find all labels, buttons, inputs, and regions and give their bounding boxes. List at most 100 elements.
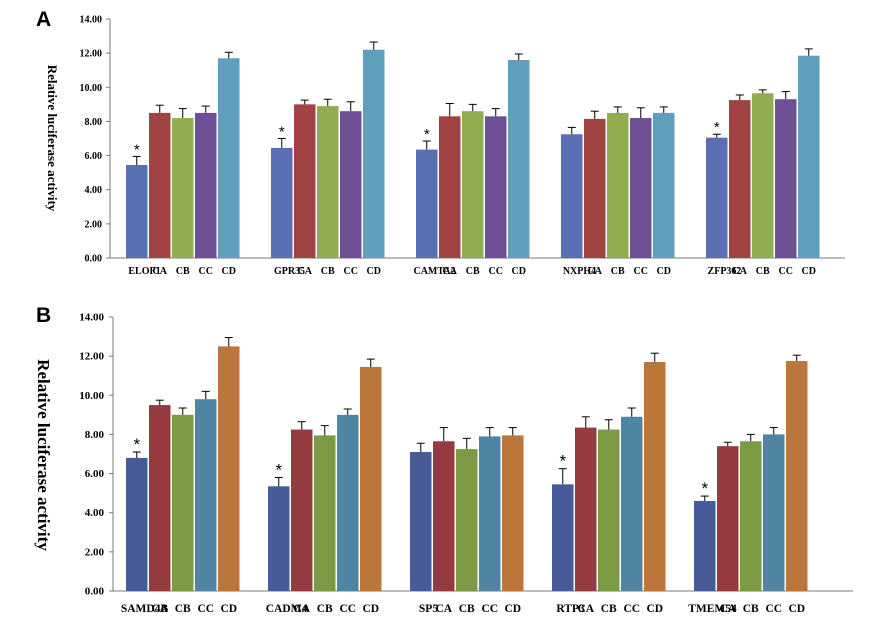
- bar: [271, 147, 293, 258]
- x-category-label: CB: [743, 603, 759, 615]
- bar: [575, 427, 597, 591]
- bar: [598, 429, 620, 591]
- panel-letter-a: A: [36, 8, 51, 31]
- bar: [607, 112, 629, 259]
- x-category-label: CD: [362, 603, 379, 615]
- bar: [798, 55, 820, 259]
- x-category-label: ZFP362: [708, 266, 742, 277]
- x-category-label: CB: [176, 266, 190, 277]
- bar: [630, 118, 652, 258]
- bar: [416, 149, 438, 258]
- significance-star: *: [279, 124, 285, 141]
- x-category-label: CC: [634, 266, 648, 277]
- bar: [621, 416, 643, 591]
- y-tick-label: 6.00: [85, 468, 105, 480]
- bar: [653, 112, 675, 259]
- bar: [775, 99, 797, 258]
- bar: [340, 111, 362, 258]
- x-category-label: CA: [588, 266, 603, 277]
- bar: [456, 449, 478, 591]
- x-category-label: CD: [788, 603, 805, 615]
- y-tick-label: 6.00: [85, 151, 103, 162]
- x-category-label: CD: [802, 266, 816, 277]
- bar: [195, 399, 217, 591]
- x-category-label: CC: [199, 266, 213, 277]
- x-category-label: CC: [765, 603, 782, 615]
- x-category-label: CA: [298, 266, 313, 277]
- y-tick-label: 0.00: [85, 586, 105, 598]
- bar: [218, 58, 240, 259]
- chart-panel-a: A Relative luciferase activity 0.00 2.00 4…: [36, 8, 845, 277]
- y-tick-label: 12.00: [80, 49, 103, 60]
- y-axis-label-b: Relative luciferase activity: [34, 359, 53, 551]
- bar: [729, 100, 751, 258]
- significance-star: *: [714, 119, 720, 136]
- y-tick-label: 14.00: [79, 312, 104, 324]
- x-category-label: CADM4: [266, 603, 308, 615]
- plot-area-a: 0.00 2.00 4.00 6.00 8.00 10.00 12.00 14.00 * ELOF…: [80, 15, 845, 277]
- bar: [502, 435, 524, 591]
- x-category-label: CB: [601, 603, 617, 615]
- significance-star: *: [701, 479, 708, 498]
- x-category-label: CB: [175, 603, 191, 615]
- y-tick-label: 10.00: [79, 390, 104, 402]
- x-category-label: CAMTA2: [413, 266, 455, 277]
- x-category-label: NXPH4: [563, 266, 596, 277]
- bar: [268, 486, 290, 591]
- bar: [291, 429, 313, 591]
- plot-area-b: 0.00 2.00 4.00 6.00 8.00 10.00 12.00 14.00 * SAMD…: [79, 312, 853, 615]
- bar: [149, 112, 171, 259]
- bar: [508, 59, 530, 258]
- y-tick-label: 10.00: [80, 83, 103, 94]
- bar: [786, 361, 808, 591]
- bar: [126, 457, 148, 591]
- bar: [479, 436, 501, 591]
- x-category-label: CA: [443, 266, 458, 277]
- x-category-label: GPR35: [274, 266, 305, 277]
- y-tick-label: 2.00: [85, 219, 103, 230]
- x-category-label: CD: [512, 266, 526, 277]
- y-axis-label-a: Relative luciferase activity: [45, 65, 60, 212]
- bar: [740, 441, 762, 591]
- bar: [717, 446, 739, 591]
- x-category-label: CA: [151, 603, 168, 615]
- bar: [462, 111, 484, 258]
- chart-panel-b: B Relative luciferase activity 0.00 2.00 4…: [34, 304, 853, 615]
- bar: [410, 452, 432, 591]
- bar: [294, 104, 316, 258]
- bar: [149, 405, 171, 591]
- bar: [172, 414, 194, 591]
- x-category-label: SAMD4B: [121, 603, 169, 615]
- significance-star: *: [275, 460, 282, 479]
- x-category-label: CB: [321, 266, 335, 277]
- bar: [314, 435, 336, 591]
- bar: [360, 366, 382, 591]
- x-category-label: CB: [466, 266, 480, 277]
- x-category-label: CC: [344, 266, 358, 277]
- significance-star: *: [424, 126, 430, 143]
- x-category-label: TMEM54: [688, 603, 737, 615]
- x-category-label: CD: [367, 266, 381, 277]
- x-category-label: ELOF1: [128, 266, 160, 277]
- x-category-label: SP5: [419, 603, 438, 615]
- x-category-label: CA: [293, 603, 310, 615]
- x-category-label: CB: [317, 603, 333, 615]
- panel-letter-b: B: [36, 304, 51, 327]
- bar: [126, 164, 148, 258]
- x-category-label: CC: [197, 603, 214, 615]
- y-tick-label: 8.00: [85, 429, 105, 441]
- significance-star: *: [134, 141, 140, 158]
- y-tick-label: 2.00: [85, 546, 105, 558]
- x-category-label: CC: [481, 603, 498, 615]
- x-category-label: CA: [153, 266, 168, 277]
- x-category-label: CD: [220, 603, 237, 615]
- x-category-label: CC: [489, 266, 503, 277]
- bar: [337, 414, 359, 591]
- y-tick-label: 0.00: [85, 254, 103, 265]
- bar: [433, 441, 455, 591]
- bar: [195, 112, 217, 259]
- x-category-label: CB: [611, 266, 625, 277]
- bar: [644, 362, 666, 591]
- x-category-label: CD: [222, 266, 236, 277]
